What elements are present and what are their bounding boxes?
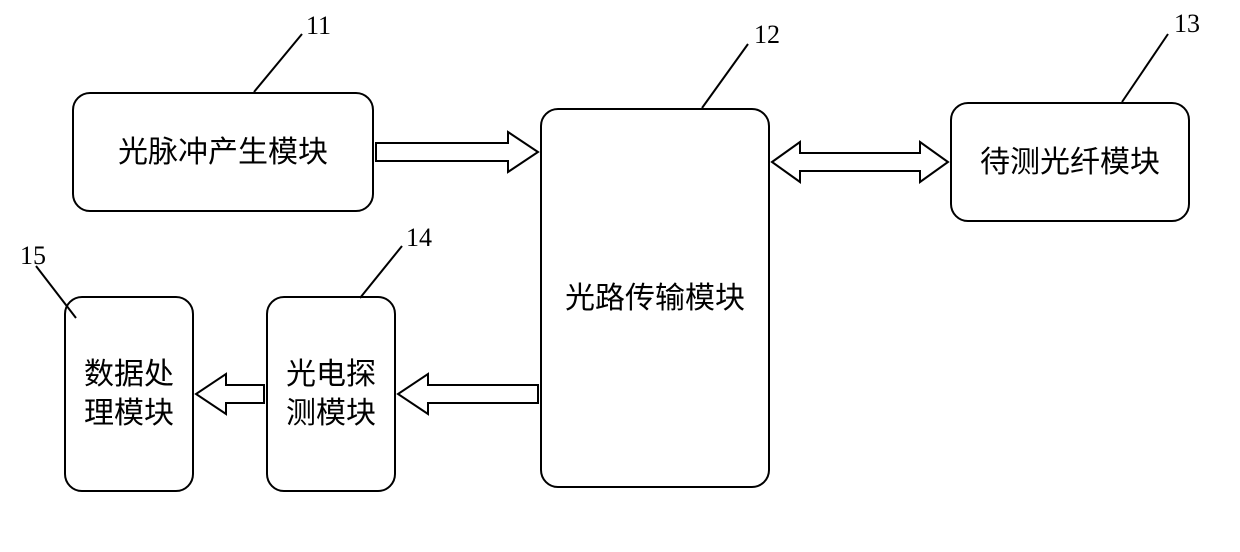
pulse-generation-module-label: 光脉冲产生模块 xyxy=(118,133,328,172)
photodetector-module-label: 光电探 测模块 xyxy=(286,355,376,433)
optical-transmission-module-box: 光路传输模块 xyxy=(540,108,770,488)
leader-line-15 xyxy=(30,264,80,320)
fiber-under-test-module-label: 待测光纤模块 xyxy=(980,143,1160,182)
photodetector-module-box: 光电探 测模块 xyxy=(266,296,396,492)
leader-line-13 xyxy=(1120,32,1192,104)
leader-line-11 xyxy=(252,32,324,94)
num-label-15: 15 xyxy=(20,241,46,271)
num-label-14: 14 xyxy=(406,223,432,253)
arrow-11-to-12 xyxy=(374,130,540,174)
optical-transmission-module-label: 光路传输模块 xyxy=(565,279,745,318)
num-label-13: 13 xyxy=(1174,9,1200,39)
num-label-11: 11 xyxy=(306,11,331,41)
num-label-12: 12 xyxy=(754,20,780,50)
arrow-12-to-13-double xyxy=(770,140,950,184)
pulse-generation-module-box: 光脉冲产生模块 xyxy=(72,92,374,212)
arrow-14-to-15 xyxy=(194,372,266,416)
fiber-under-test-module-box: 待测光纤模块 xyxy=(950,102,1190,222)
data-processing-module-box: 数据处 理模块 xyxy=(64,296,194,492)
arrow-12-to-14 xyxy=(396,372,540,416)
leader-line-12 xyxy=(700,42,772,110)
data-processing-module-label: 数据处 理模块 xyxy=(84,355,174,433)
